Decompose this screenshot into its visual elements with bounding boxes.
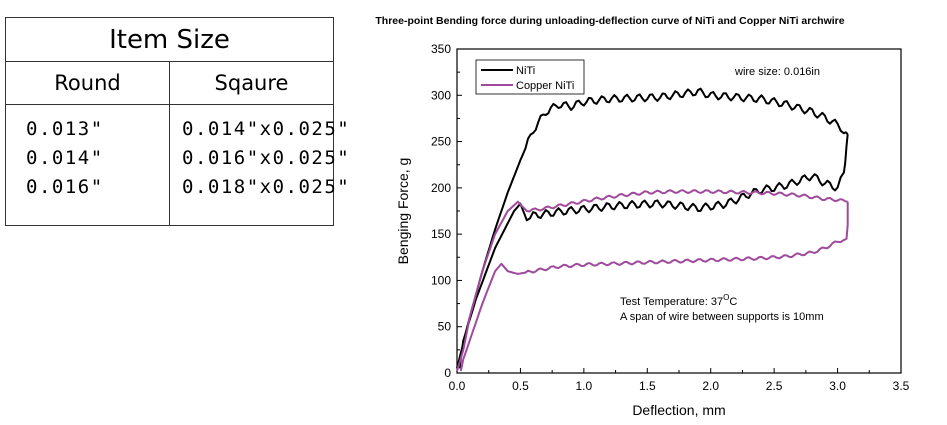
y-tick-label: 350 [431,42,451,56]
x-tick-label: 0.5 [512,379,529,393]
series-copper-niti-unloading-line [459,201,849,372]
square-size-value: 0.018"x0.025" [182,176,351,198]
temp-prefix: Test Temperature: 37 [620,296,723,308]
x-axis-label: Deflection, mm [632,402,725,418]
series-niti-unloading-line [458,134,849,369]
y-tick-label: 300 [431,88,451,102]
temp-unit: C [729,296,737,308]
y-tick-label: 0 [444,366,451,380]
y-tick-label: 250 [431,135,451,149]
temp-degree: O [723,293,729,302]
legend-label-niti: NiTi [516,65,535,77]
series-niti-loading-line [456,87,849,369]
axis-ticks: 0.0 0.5 1.0 1.5 2.0 2.5 3.0 3.5 0 50 100 150 200 250 3… [431,42,910,393]
wire-size-annotation: wire size: 0.016in [734,66,820,78]
y-tick-label: 50 [438,320,452,334]
series-lines [456,87,849,372]
bending-force-chart: Three-point Bending force during unloadi… [375,15,910,418]
x-tick-label: 3.0 [829,379,846,393]
y-tick-label: 100 [431,273,451,287]
y-tick-label: 150 [431,227,451,241]
round-size-value: 0.014" [26,147,104,169]
y-tick-label: 200 [431,181,451,195]
round-size-value: 0.016" [26,176,104,198]
y-axis-label: Benging Force, g [395,158,411,265]
round-sizes-cell: 0.013" 0.014" 0.016" [5,104,170,226]
x-tick-label: 0.0 [449,379,466,393]
square-sizes-cell: 0.014"x0.025" 0.016"x0.025" 0.018"x0.025… [169,104,351,226]
x-tick-label: 1.5 [639,379,656,393]
x-tick-label: 2.5 [766,379,783,393]
chart-title: Three-point Bending force during unloadi… [375,15,844,27]
x-tick-label: 1.0 [576,379,593,393]
legend-box [475,59,585,95]
square-size-value: 0.014"x0.025" [182,118,351,140]
span-annotation: A span of wire between supports is 10mm [620,311,824,323]
item-size-table: Item Size Round Sqaure 0.013" 0.014" 0.0… [5,17,351,226]
header-round: Round [5,61,170,105]
series-copper-niti-loading-line [456,189,848,372]
test-temperature-annotation: Test Temperature: 37OC [620,293,737,308]
round-size-value: 0.013" [26,118,104,140]
square-size-value: 0.016"x0.025" [182,147,351,169]
legend-label-copper-niti: Copper NiTi [516,80,574,92]
table-title: Item Size [5,17,334,62]
header-square: Sqaure [169,61,334,105]
x-tick-label: 2.0 [702,379,719,393]
x-tick-label: 3.5 [893,379,910,393]
